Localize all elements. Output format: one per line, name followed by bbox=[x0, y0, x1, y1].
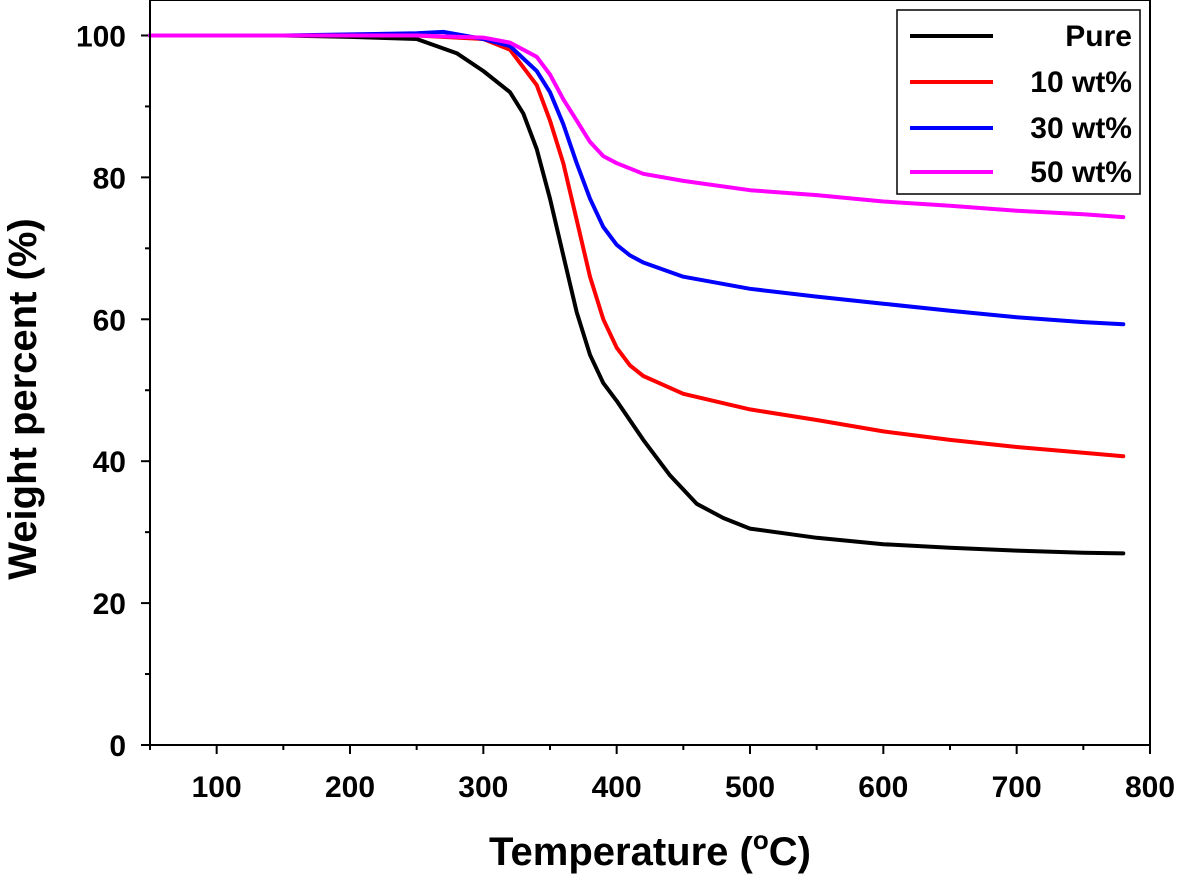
tick-labels: 100 200 300 400 500 600 700 800 0 20 40 60 80 100 bbox=[76, 20, 1175, 804]
x-axis-unit-superscript: o bbox=[753, 825, 769, 855]
legend-label: Pure bbox=[1065, 20, 1132, 53]
x-tick-label: 400 bbox=[592, 771, 642, 804]
series-line-50-wt bbox=[148, 33, 1126, 220]
x-axis-title: Temperature (oC) bbox=[489, 825, 811, 874]
x-tick-label: 300 bbox=[458, 771, 508, 804]
plot-frame bbox=[149, 0, 1151, 746]
y-tick-label: 100 bbox=[76, 20, 126, 53]
x-tick-label: 700 bbox=[992, 771, 1042, 804]
x-axis-label: Temperature ( bbox=[489, 830, 753, 874]
x-tick-label: 800 bbox=[1125, 771, 1175, 804]
y-tick-label: 0 bbox=[109, 730, 126, 763]
x-tick-label: 500 bbox=[725, 771, 775, 804]
y-tick-label: 80 bbox=[93, 162, 126, 195]
x-tick-label: 600 bbox=[858, 771, 908, 804]
legend-label: 50 wt% bbox=[1030, 156, 1132, 189]
y-tick-label: 60 bbox=[93, 304, 126, 337]
y-axis-title: Weight percent (%) bbox=[1, 218, 45, 580]
legend-box bbox=[896, 9, 1141, 195]
x-tick-label: 200 bbox=[325, 771, 375, 804]
legend-label: 10 wt% bbox=[1030, 66, 1132, 99]
x-axis-unit: C) bbox=[769, 830, 811, 874]
legend-label: 30 wt% bbox=[1030, 112, 1132, 145]
series-line-pure bbox=[148, 33, 1126, 556]
y-tick-label: 40 bbox=[93, 446, 126, 479]
x-tick-label: 100 bbox=[192, 771, 242, 804]
y-tick-label: 20 bbox=[93, 588, 126, 621]
data-lines bbox=[148, 29, 1126, 556]
legend: Pure 10 wt% 30 wt% 50 wt% bbox=[896, 9, 1141, 195]
